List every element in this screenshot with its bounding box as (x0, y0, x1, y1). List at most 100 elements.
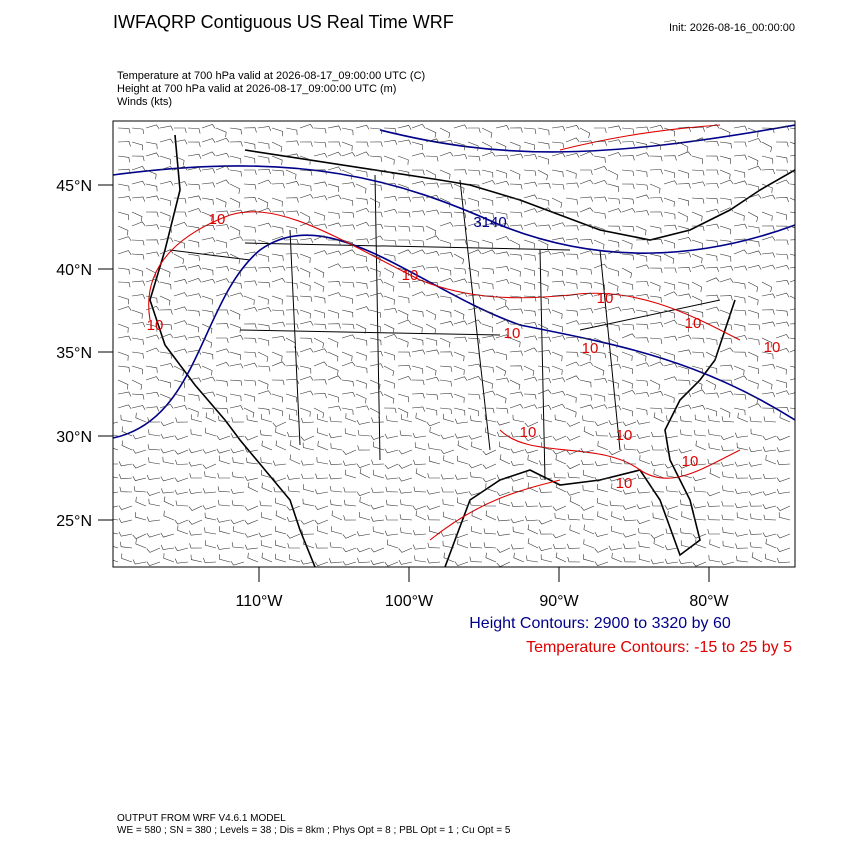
wind-barb (397, 351, 411, 357)
temperature-contour-label: 10 (402, 267, 419, 284)
wind-barb (719, 141, 732, 149)
wind-barb (749, 501, 763, 507)
wind-barb (286, 505, 301, 511)
wind-barb (173, 320, 188, 325)
wind-barb (651, 431, 665, 438)
wind-barb (275, 440, 287, 451)
wind-barb (246, 457, 259, 465)
wind-barb (593, 253, 607, 260)
wind-barb (621, 267, 633, 279)
wind-barb (369, 379, 381, 390)
wind-barb (397, 225, 411, 232)
wind-barb (260, 540, 273, 549)
wind-barb (159, 155, 171, 165)
wind-barb (439, 295, 452, 303)
wind-barb (230, 433, 245, 439)
wind-barb (425, 365, 437, 376)
wind-barb (271, 235, 286, 241)
wind-barb (174, 546, 189, 552)
wind-barb (621, 197, 634, 205)
wind-barb (331, 526, 343, 535)
temperature-contour-label: 10 (582, 340, 599, 357)
wind-barb (761, 281, 773, 293)
wind-barb (635, 126, 649, 132)
wind-barb (747, 155, 759, 166)
wind-barb (425, 281, 439, 288)
wind-barb (775, 196, 789, 203)
wind-barb (691, 225, 705, 232)
wind-barb (355, 197, 368, 205)
wind-barb (775, 211, 787, 220)
wind-barb (202, 448, 217, 454)
wind-barb (789, 365, 795, 368)
wind-barb (148, 429, 161, 437)
wind-barb (286, 533, 301, 539)
wind-barb (440, 434, 455, 440)
wind-barb (509, 337, 521, 348)
wind-barb (439, 169, 451, 180)
wind-barb (733, 295, 746, 304)
wind-barb (467, 337, 481, 344)
wind-barb (257, 407, 270, 415)
wind-barb (565, 267, 578, 276)
wind-barb (467, 183, 480, 191)
wind-barb (468, 490, 483, 496)
wind-barb (203, 557, 217, 563)
wind-barb (299, 253, 311, 263)
wind-barb (649, 351, 661, 361)
wind-barb (229, 323, 241, 333)
wind-barb (299, 221, 314, 227)
wind-barb (551, 251, 566, 257)
wind-barb (495, 351, 507, 360)
wind-barb (677, 141, 689, 152)
wind-barb (537, 207, 552, 213)
wind-barb (383, 169, 395, 180)
wind-barb (384, 474, 399, 480)
wind-barb (707, 529, 721, 535)
temperature-legend: Temperature Contours: -15 to 25 by 5 (526, 639, 792, 656)
wind-barb (610, 457, 623, 465)
wind-barb (482, 449, 497, 456)
wind-barb (131, 351, 144, 359)
wind-barb (777, 459, 791, 466)
wind-barb (299, 169, 313, 176)
wind-barb (257, 155, 270, 164)
wind-barb (565, 238, 580, 244)
wind-barb (496, 547, 511, 553)
wind-barb (776, 533, 791, 539)
wind-barb (215, 165, 230, 171)
wind-barb (567, 556, 581, 563)
wind-barb (275, 497, 287, 507)
wind-barb (705, 407, 717, 417)
wind-barb (439, 337, 451, 348)
wind-barb (201, 376, 216, 382)
wind-barb (342, 547, 357, 553)
wind-barb (789, 127, 795, 130)
wind-barb (285, 181, 300, 186)
wind-barb (639, 455, 651, 465)
wind-barb (663, 239, 675, 249)
wind-barb (398, 559, 413, 565)
wind-barb (526, 555, 539, 563)
wind-barb (789, 225, 795, 229)
wind-barb (229, 309, 241, 320)
wind-barb (705, 223, 720, 229)
wind-barb (733, 265, 748, 271)
wind-barb (163, 510, 175, 521)
wind-barb (205, 540, 217, 549)
wind-barb (425, 155, 439, 162)
wind-barb (719, 295, 733, 301)
wind-barb (286, 323, 299, 329)
wind-barb (439, 222, 454, 227)
wind-barb (327, 222, 342, 228)
wind-barb (453, 197, 466, 205)
wind-barb (691, 365, 703, 374)
wind-barb (329, 459, 343, 466)
wind-barb (651, 501, 664, 507)
wind-barb (495, 266, 510, 272)
wind-barb (243, 323, 257, 329)
wind-barb (708, 442, 721, 451)
wind-barb (537, 197, 550, 206)
wind-barb (285, 225, 298, 234)
wind-barb (131, 211, 143, 222)
